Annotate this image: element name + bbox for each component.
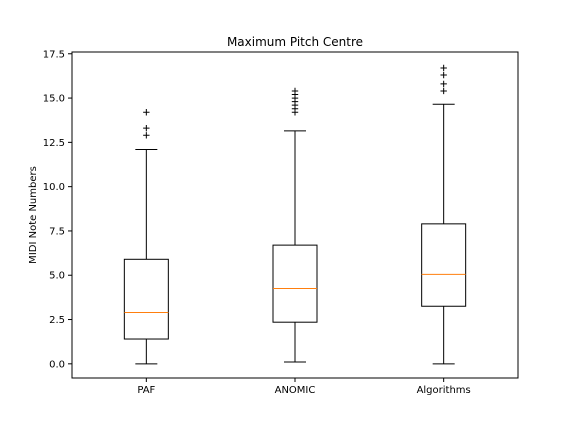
y-tick-label: 17.5 xyxy=(43,49,65,60)
y-axis-label: MIDI Note Numbers xyxy=(28,166,39,264)
y-tick-label: 15.0 xyxy=(43,94,65,105)
y-tick-label: 5.0 xyxy=(49,271,65,282)
x-tick-label: PAF xyxy=(137,385,155,396)
y-tick-label: 0.0 xyxy=(49,359,65,370)
outlier-point xyxy=(440,71,447,79)
y-tick-label: 12.5 xyxy=(43,138,65,149)
x-tick-label: Algorithms xyxy=(417,385,471,396)
outlier-point xyxy=(143,109,150,116)
y-tick-label: 10.0 xyxy=(43,182,65,193)
outlier-point xyxy=(440,64,447,72)
outlier-point xyxy=(291,87,299,95)
outlier-point xyxy=(143,132,150,139)
iqr-box xyxy=(272,244,318,323)
chart-title: Maximum Pitch Centre xyxy=(227,35,363,49)
outlier-point xyxy=(440,80,447,88)
plot-layer: 0.0 2.5 5.0 7.5 10.0 12.5 15.0 17.5 PAF ANOMIC Alg… xyxy=(43,49,471,396)
iqr-box xyxy=(123,258,169,340)
y-tick-label: 7.5 xyxy=(49,226,65,237)
x-tick-label: ANOMIC xyxy=(275,385,316,396)
iqr-box xyxy=(421,223,467,307)
y-tick-label: 2.5 xyxy=(49,315,65,326)
axes-frame xyxy=(71,51,519,379)
outlier-point xyxy=(143,124,150,132)
outlier-point xyxy=(440,87,447,95)
